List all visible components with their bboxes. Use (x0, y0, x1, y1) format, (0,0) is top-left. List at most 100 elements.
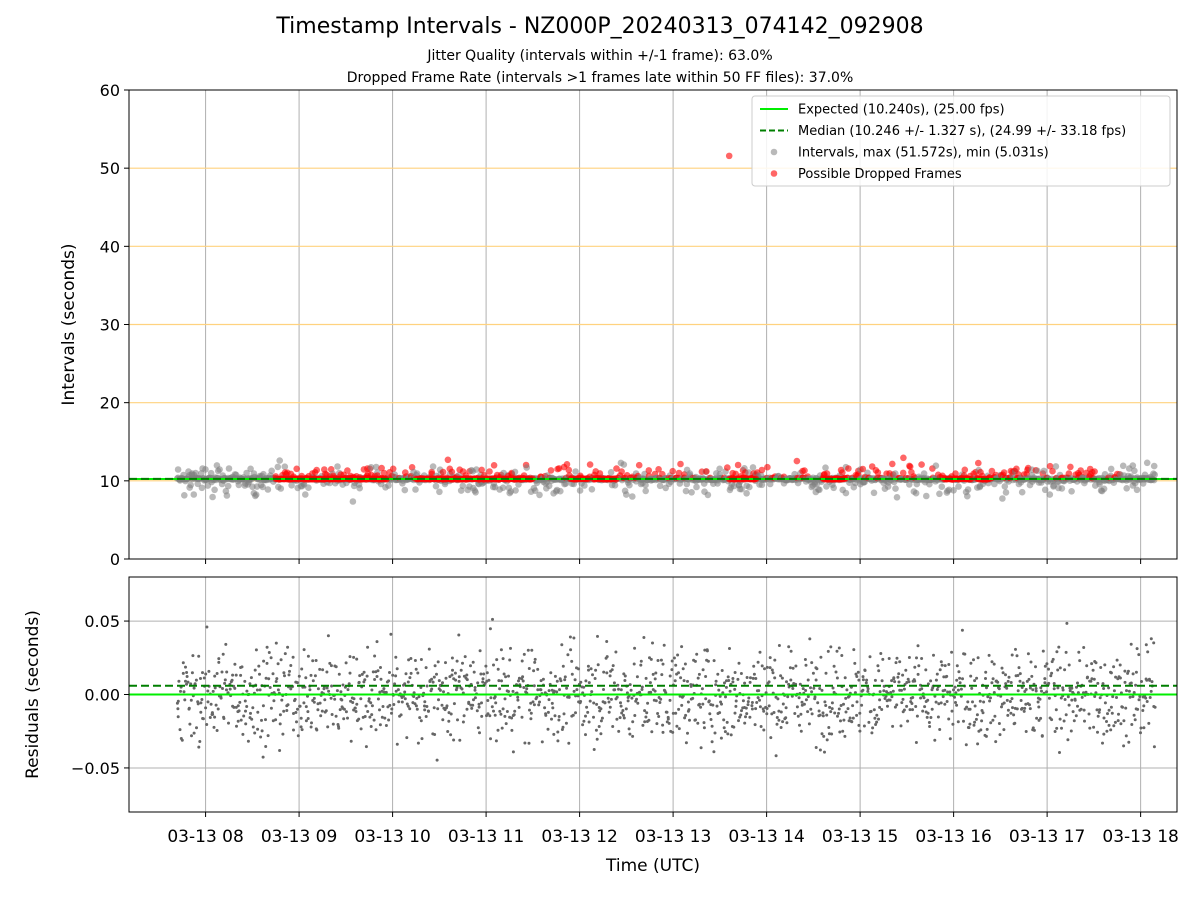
residual-point (553, 674, 557, 678)
residual-point (454, 678, 458, 682)
residual-point (1052, 682, 1056, 685)
residual-point (870, 731, 874, 735)
residual-point (489, 737, 492, 741)
residual-point (280, 698, 284, 702)
residual-point (939, 660, 943, 664)
dropped-frame-point (547, 467, 555, 474)
residual-point (499, 648, 503, 652)
residual-point (990, 681, 994, 685)
residual-point (835, 649, 839, 653)
residual-point (340, 698, 344, 702)
residual-point (680, 645, 684, 649)
residual-point (594, 668, 598, 672)
residual-point (613, 688, 617, 692)
residual-point (1006, 679, 1010, 683)
interval-point (1100, 485, 1108, 493)
residual-point (772, 711, 776, 714)
residual-point (1096, 714, 1100, 718)
residual-point (369, 701, 373, 705)
residual-point (891, 724, 895, 728)
residual-point (762, 709, 766, 713)
residual-point (473, 696, 477, 700)
interval-point (1119, 462, 1127, 470)
residual-point (292, 712, 295, 715)
residual-point (712, 659, 716, 663)
residual-point (622, 672, 626, 676)
residual-point (734, 699, 738, 703)
residual-point (517, 679, 520, 683)
residual-point (511, 689, 515, 693)
residual-point (744, 706, 748, 710)
residual-point (489, 696, 493, 700)
residual-point (584, 679, 588, 683)
residual-point (295, 720, 298, 724)
residual-point (404, 672, 408, 676)
residual-point (338, 708, 342, 712)
residual-point (611, 725, 615, 728)
residual-point (848, 716, 852, 720)
residual-point (619, 704, 623, 708)
residual-point (415, 696, 419, 700)
residual-point (818, 687, 822, 690)
residual-point (914, 705, 918, 708)
residual-point (302, 648, 306, 652)
residual-point (919, 696, 923, 700)
residual-point (943, 664, 947, 668)
residual-point (951, 722, 955, 726)
dropped-frame-point (380, 469, 388, 477)
residual-point (425, 705, 429, 708)
residual-point (1071, 710, 1075, 714)
residual-point (192, 731, 196, 735)
dropped-frame-point (839, 469, 846, 476)
residual-point (1076, 691, 1080, 695)
residual-point (784, 716, 788, 720)
residual-point (450, 656, 454, 660)
residual-point (1153, 705, 1157, 709)
interval-point (572, 468, 579, 475)
residual-point (1064, 713, 1068, 717)
residual-point (406, 704, 410, 708)
residual-point (1080, 695, 1084, 699)
dropped-frame-point (448, 468, 456, 476)
residual-point (904, 668, 908, 672)
bottom-ytick-label: −0.05 (71, 759, 120, 778)
interval-point (545, 482, 553, 490)
residual-point (272, 699, 276, 703)
interval-point (1058, 485, 1066, 492)
residual-point (709, 718, 713, 721)
residual-point (1004, 682, 1008, 686)
residual-point (891, 689, 895, 693)
residual-point (592, 748, 596, 751)
residual-point (531, 700, 535, 704)
residual-point (568, 635, 572, 639)
residual-point (318, 667, 322, 671)
residual-point (734, 704, 738, 708)
residual-point (205, 625, 209, 629)
residual-point (638, 690, 642, 694)
residual-point (927, 721, 931, 724)
residual-point (916, 644, 920, 648)
residual-point (1059, 696, 1063, 700)
residual-point (722, 718, 726, 722)
interval-point (243, 469, 250, 477)
dropped-frame-point (793, 457, 801, 465)
residual-point (718, 711, 722, 715)
residual-point (595, 737, 599, 741)
residual-point (547, 689, 551, 693)
residual-point (999, 694, 1003, 698)
residual-point (1004, 673, 1007, 677)
residual-point (801, 687, 805, 691)
residual-point (626, 699, 630, 703)
residual-point (445, 704, 449, 708)
residual-point (374, 728, 378, 732)
residual-point (970, 686, 974, 690)
interval-point (642, 481, 649, 489)
dropped-frame-point (845, 465, 852, 472)
residual-point (818, 713, 822, 717)
residual-point (650, 730, 654, 734)
residual-point (1058, 751, 1061, 754)
residual-point (371, 670, 375, 674)
residual-point (1149, 689, 1153, 693)
interval-point (1046, 491, 1054, 498)
